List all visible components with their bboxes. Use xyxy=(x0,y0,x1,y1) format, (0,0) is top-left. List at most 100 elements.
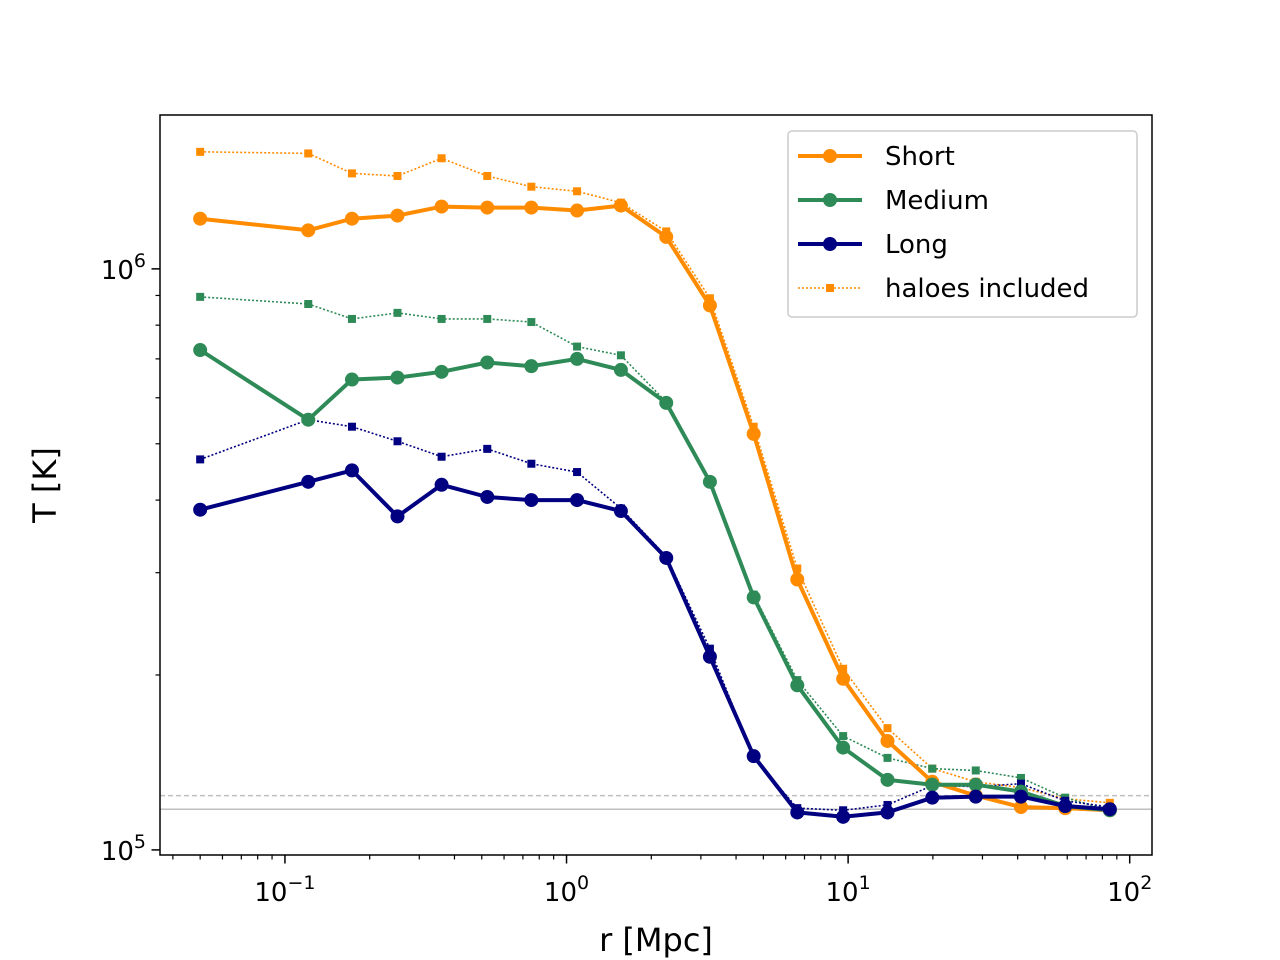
legend-entry-haloes-included: haloes included xyxy=(798,274,1089,304)
legend-label: haloes included xyxy=(885,274,1089,304)
data-point xyxy=(836,740,851,755)
data-point xyxy=(836,809,851,824)
legend: Short Medium Long haloes included xyxy=(787,130,1138,318)
y-tick-label: 105 xyxy=(101,831,146,867)
series-line-long xyxy=(199,468,1110,819)
x-tick-label: 101 xyxy=(826,872,871,908)
legend-marker xyxy=(826,284,834,292)
data-point xyxy=(880,733,895,748)
data-point xyxy=(527,459,536,468)
legend-entry-long: Long xyxy=(798,230,948,260)
legend-entry-medium: Medium xyxy=(798,186,989,216)
x-tick-label: 100 xyxy=(544,872,589,908)
data-point xyxy=(839,664,848,673)
legend-entry-short: Short xyxy=(798,142,955,172)
data-point xyxy=(390,208,405,223)
data-point xyxy=(928,764,937,773)
data-point xyxy=(1016,773,1025,782)
data-point xyxy=(527,318,536,327)
data-point xyxy=(883,724,892,733)
legend-marker xyxy=(823,193,837,207)
data-point xyxy=(480,355,495,370)
data-point xyxy=(483,314,492,323)
legend-marker xyxy=(823,237,837,251)
data-point xyxy=(193,502,208,517)
series-long xyxy=(193,463,1117,824)
data-point xyxy=(925,790,940,805)
tick-exponent: −1 xyxy=(287,872,315,894)
series-line-short xyxy=(199,203,1110,813)
legend-label: Medium xyxy=(885,186,989,216)
data-point xyxy=(749,422,758,431)
data-point xyxy=(613,198,628,213)
data-point xyxy=(344,463,359,478)
tick-exponent: 6 xyxy=(134,250,146,272)
data-point xyxy=(702,649,717,664)
data-point xyxy=(527,182,536,191)
data-point xyxy=(705,294,714,303)
data-point xyxy=(659,395,674,410)
data-point xyxy=(746,590,761,605)
tick-exponent: 5 xyxy=(134,831,146,853)
legend-box xyxy=(787,130,1138,318)
data-point xyxy=(437,154,446,163)
series-line-short-haloes-included xyxy=(200,151,1110,804)
data-point xyxy=(1102,802,1117,817)
data-point xyxy=(347,422,356,431)
data-point xyxy=(1013,800,1028,815)
data-point xyxy=(702,298,717,313)
data-point xyxy=(570,493,585,508)
data-point xyxy=(301,412,316,427)
data-point xyxy=(790,678,805,693)
data-point xyxy=(393,308,402,317)
data-point xyxy=(524,200,539,215)
tick-exponent: 2 xyxy=(1140,872,1152,894)
data-point xyxy=(570,351,585,366)
data-point xyxy=(971,766,980,775)
data-point xyxy=(390,509,405,524)
data-point xyxy=(573,342,582,351)
tick-base: 10 xyxy=(101,256,134,286)
data-point xyxy=(301,474,316,489)
legend-label: Long xyxy=(885,230,948,260)
data-point xyxy=(746,426,761,441)
data-point xyxy=(480,200,495,215)
x-tick-label: 10−1 xyxy=(254,872,315,908)
data-point xyxy=(883,800,892,809)
data-point xyxy=(793,564,802,573)
data-point xyxy=(393,171,402,180)
data-point xyxy=(390,370,405,385)
data-point xyxy=(836,671,851,686)
data-point xyxy=(196,455,205,464)
legend-marker xyxy=(823,149,837,163)
data-point xyxy=(196,147,205,156)
data-point xyxy=(925,777,940,792)
data-point xyxy=(193,343,208,358)
data-point xyxy=(613,362,628,377)
data-point xyxy=(1013,789,1028,804)
legend-label: Short xyxy=(885,142,955,172)
data-point xyxy=(301,223,316,238)
data-point xyxy=(483,444,492,453)
tick-base: 10 xyxy=(254,878,287,908)
y-axis-label: T [K] xyxy=(26,447,64,524)
data-point xyxy=(616,351,625,360)
data-point xyxy=(347,169,356,178)
data-point xyxy=(196,292,205,301)
data-point xyxy=(434,199,449,214)
data-point xyxy=(524,493,539,508)
x-axis-label: r [Mpc] xyxy=(599,921,713,959)
data-point xyxy=(968,789,983,804)
data-point xyxy=(790,572,805,587)
data-point xyxy=(746,749,761,764)
data-point xyxy=(790,805,805,820)
data-point xyxy=(347,314,356,323)
data-point xyxy=(968,777,983,792)
data-point xyxy=(880,772,895,787)
series-line-medium xyxy=(199,348,1110,813)
series-group xyxy=(193,147,1117,824)
data-point xyxy=(304,300,313,309)
data-point xyxy=(344,211,359,226)
